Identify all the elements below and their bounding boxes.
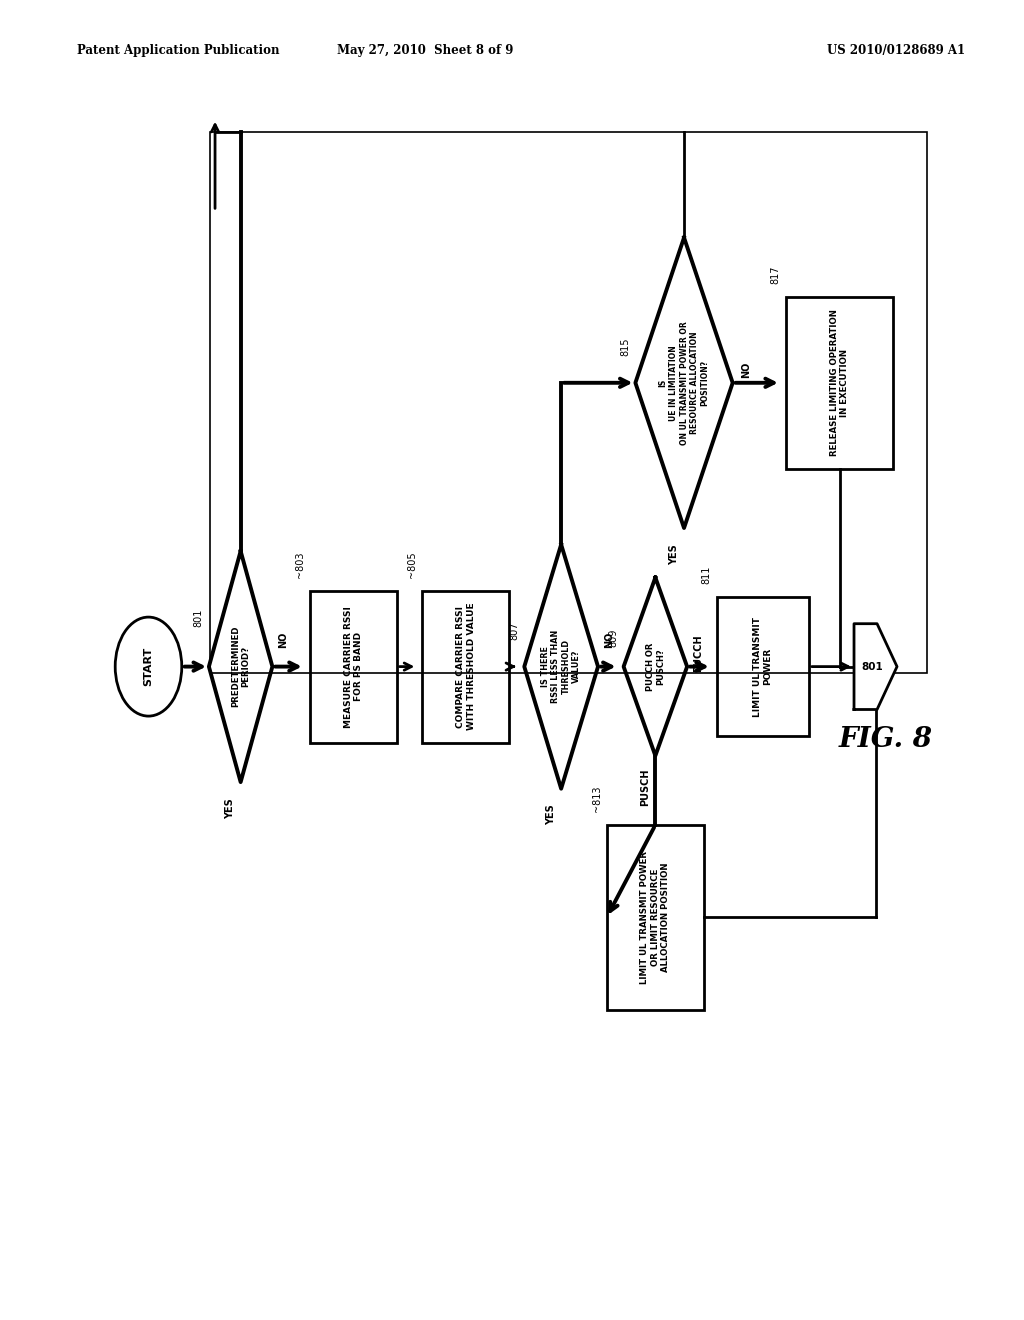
Text: IS
UE IN LIMITATION
ON UL TRANSMIT POWER OR
RESOURCE ALLOCATION
POSITION?: IS UE IN LIMITATION ON UL TRANSMIT POWER…	[658, 321, 710, 445]
Text: YES: YES	[669, 544, 679, 565]
Text: PUCCH: PUCCH	[693, 635, 703, 672]
Text: NO: NO	[604, 632, 614, 648]
Text: LIMIT UL TRANSMIT POWER
OR LIMIT RESOURCE
ALLOCATION POSITION: LIMIT UL TRANSMIT POWER OR LIMIT RESOURC…	[640, 851, 671, 983]
Text: COMPARE CARRIER RSSI
WITH THRESHOLD VALUE: COMPARE CARRIER RSSI WITH THRESHOLD VALU…	[457, 603, 475, 730]
Text: PUSCH: PUSCH	[640, 768, 650, 807]
Text: MEASURE CARRIER RSSI
FOR PS BAND: MEASURE CARRIER RSSI FOR PS BAND	[344, 606, 362, 727]
Text: IS THERE
RSSI LESS THAN
THRESHOLD
VALUE?: IS THERE RSSI LESS THAN THRESHOLD VALUE?	[541, 630, 582, 704]
Text: FIG. 8: FIG. 8	[839, 726, 933, 752]
Text: YES: YES	[225, 797, 236, 818]
Text: 807: 807	[509, 622, 519, 640]
Text: ~803: ~803	[295, 550, 305, 578]
Text: START: START	[143, 647, 154, 686]
Text: 815: 815	[621, 338, 631, 356]
Text: NO: NO	[279, 632, 289, 648]
Text: US 2010/0128689 A1: US 2010/0128689 A1	[827, 44, 965, 57]
Text: NO: NO	[741, 362, 751, 378]
Text: 809: 809	[608, 628, 618, 647]
Text: PUCCH OR
PUSCH?: PUCCH OR PUSCH?	[646, 643, 665, 690]
Polygon shape	[854, 624, 897, 710]
Text: ~813: ~813	[592, 785, 602, 812]
Text: RELEASE LIMITING OPERATION
IN EXECUTION: RELEASE LIMITING OPERATION IN EXECUTION	[830, 309, 849, 457]
Text: 801: 801	[194, 609, 204, 627]
Text: PREDETERMINED
PERIOD?: PREDETERMINED PERIOD?	[231, 626, 250, 708]
Text: LIMIT UL TRANSMIT
POWER: LIMIT UL TRANSMIT POWER	[754, 616, 772, 717]
Text: ~805: ~805	[408, 550, 418, 578]
Text: YES: YES	[546, 805, 556, 825]
Text: Patent Application Publication: Patent Application Publication	[77, 44, 280, 57]
Text: 801: 801	[861, 661, 883, 672]
Text: 817: 817	[771, 265, 780, 284]
Text: 811: 811	[701, 566, 712, 583]
Text: May 27, 2010  Sheet 8 of 9: May 27, 2010 Sheet 8 of 9	[337, 44, 513, 57]
